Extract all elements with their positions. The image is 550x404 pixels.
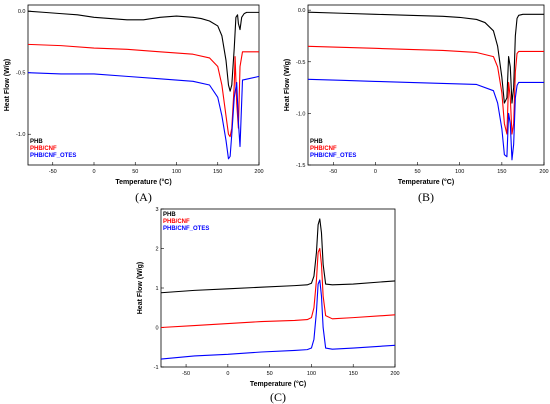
chart-svg-b: -50 0 50 100 150 200-1.5-1.0-0.50.0PHBPHB/CNF… [284,4,549,204]
x-axis-title: Temperature (°C) [250,380,306,388]
x-tick-label: -50 [329,169,337,175]
series-line-phb-cnf-otes [307,78,544,161]
x-tick-label: 150 [349,371,358,377]
legend-entry: PHB/CNF_OTES [310,153,356,159]
x-tick-label: 0 [92,169,95,175]
y-tick-label: -1.0 [296,111,305,117]
x-tick-label: 0 [374,169,377,175]
y-axis-title: Heat Flow (W/g) [4,59,11,112]
y-tick-label: 0 [155,326,158,332]
legend-entry: PHB/CNF [163,219,190,225]
plot-frame [27,4,260,166]
legend-entry: PHB/CNF [30,146,57,152]
y-tick-label: 2 [155,247,158,253]
series-line-phb-cnf [307,45,544,135]
plot-frame [160,208,396,368]
chart-panel-b: -50 0 50 100 150 200 -1.5 -1.0 -0.5 0.0 PHB PHB/CNF… [280,0,550,204]
series-line-phb-cnf-otes [160,279,396,360]
legend-entry: PHB [310,139,323,145]
legend-entry: PHB/CNF_OTES [163,226,209,232]
x-tick-label: 150 [497,169,506,175]
y-tick-label: 0.0 [298,8,306,14]
series-line-phb [160,218,396,294]
chart-panel-a: -50 0 50 100 150 200 -1.0 -0.5 0.0 PHB PHB/CNF PHB/… [0,0,270,204]
x-tick-label: 100 [172,169,181,175]
x-tick-label: 200 [254,169,263,175]
y-tick-label: 1 [155,286,158,292]
y-tick-label: -1.0 [16,132,25,138]
series-line-phb-cnf [27,43,259,138]
panel-label-b: (B) [418,190,434,204]
x-tick-label: -50 [49,169,57,175]
x-tick-label: 100 [455,169,464,175]
legend-entry: PHB/CNF_OTES [30,153,76,159]
x-tick-label: 50 [132,169,138,175]
y-axis-title: Heat Flow (W/g) [137,262,144,315]
panel-label-a: (A) [135,190,152,204]
plot-frame [307,4,545,166]
x-tick-label: 100 [307,371,316,377]
y-tick-label: 0.0 [18,9,26,15]
y-axis-title: Heat Flow (W/g) [284,59,291,112]
x-tick-label: 150 [213,169,222,175]
legend-entry: PHB [163,212,176,218]
legend-entry: PHB [30,139,43,145]
x-tick-label: 200 [390,371,399,377]
x-tick-label: 50 [415,169,421,175]
chart-panel-c: -50 0 50 100 150 200 -1 0 1 2 3 PHB PHB/CNF PHB/CNF_O… [133,204,403,404]
x-axis-title: Temperature (°C) [398,178,454,186]
y-tick-label: -0.5 [16,71,25,77]
x-axis-title: Temperature (°C) [115,178,171,186]
y-tick-label: -1 [154,365,159,371]
x-tick-label: 200 [539,169,548,175]
series-line-phb-cnf [160,247,396,329]
y-tick-label: 3 [155,207,158,213]
x-tick-label: -50 [182,371,190,377]
y-tick-label: -0.5 [296,60,305,66]
series-line-phb [307,11,544,104]
y-tick-label: -1.5 [296,163,305,169]
chart-svg-c: -50 0 50 100 150 200 -1 0 1 2 3 PHBPHB/CNFPHB/CNF_O… [137,207,400,404]
series-line-phb-cnf-otes [27,72,260,160]
series-line-phb [27,10,259,92]
panel-label-c: (C) [270,390,286,404]
x-tick-label: 0 [226,371,229,377]
chart-svg-a: -50 0 50 100 150 200 -1.0 -0.5 0.0 PHBPHB/CNFPHB/… [4,4,264,204]
x-tick-label: 50 [267,371,273,377]
legend-entry: PHB/CNF [310,146,337,152]
